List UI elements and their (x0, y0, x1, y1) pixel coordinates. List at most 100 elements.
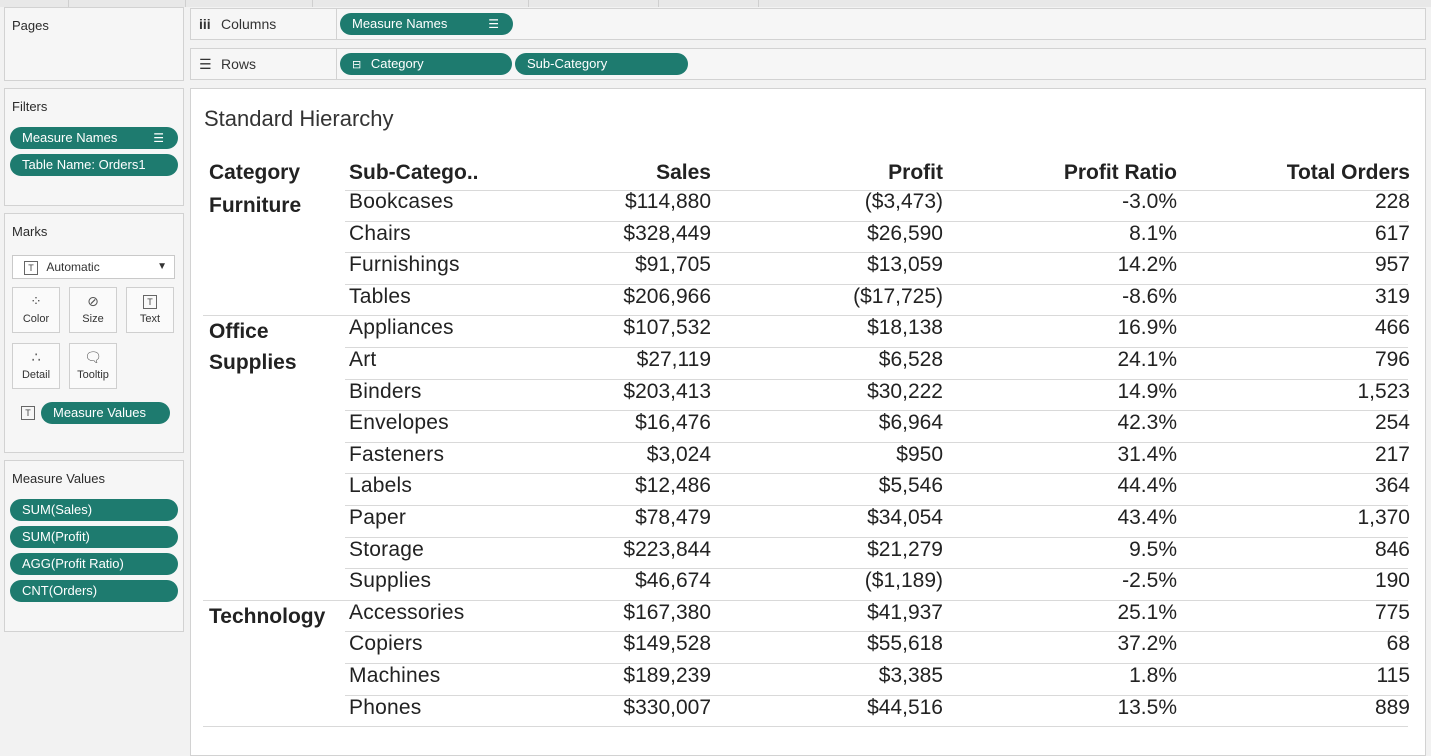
cell-total-orders[interactable]: 228 (1374, 190, 1410, 213)
tooltip-button[interactable]: 🗨 Tooltip (69, 343, 117, 389)
cell-total-orders[interactable]: 617 (1374, 221, 1410, 245)
filter-pill-measure-names[interactable]: Measure Names ☰ (10, 127, 178, 149)
cell-profit-ratio[interactable]: 9.5% (1129, 537, 1177, 561)
cell-sub-category[interactable]: Art (349, 348, 377, 371)
cell-profit-ratio[interactable]: -3.0% (1122, 190, 1177, 213)
cell-profit[interactable]: $30,222 (867, 379, 943, 403)
marks-text-pill-measure-values[interactable]: Measure Values (41, 402, 170, 424)
cell-profit-ratio[interactable]: 24.1% (1117, 348, 1177, 371)
cell-profit[interactable]: $13,059 (867, 253, 943, 277)
cell-profit-ratio[interactable]: 37.2% (1117, 632, 1177, 656)
header-sub-category[interactable]: Sub-Catego.. (349, 161, 479, 184)
cell-profit-ratio[interactable]: 14.2% (1117, 253, 1177, 277)
collapse-icon[interactable]: ⊟ (352, 59, 362, 71)
cell-profit[interactable]: $3,385 (878, 664, 943, 687)
rows-pill-sub-category[interactable]: Sub-Category (515, 53, 688, 75)
cell-profit[interactable]: ($1,189) (864, 569, 943, 593)
cell-profit-ratio[interactable]: 14.9% (1117, 379, 1177, 403)
cell-sales[interactable]: $3,024 (646, 442, 711, 466)
rows-shelf[interactable]: ☰ Rows ⊟ Category Sub-Category (190, 48, 1426, 80)
cell-sub-category[interactable]: Phones (349, 695, 422, 719)
cell-sales[interactable]: $189,239 (623, 664, 711, 687)
header-sales[interactable]: Sales (656, 161, 711, 184)
cell-sales[interactable]: $328,449 (623, 221, 711, 245)
cell-profit[interactable]: $18,138 (867, 316, 943, 340)
cell-total-orders[interactable]: 254 (1374, 411, 1410, 435)
cell-total-orders[interactable]: 364 (1374, 474, 1410, 498)
cell-profit-ratio[interactable]: 1.8% (1129, 664, 1177, 687)
cell-profit-ratio[interactable]: 43.4% (1117, 506, 1177, 529)
cell-sub-category[interactable]: Paper (349, 506, 407, 529)
cell-total-orders[interactable]: 846 (1374, 537, 1410, 561)
cell-profit-ratio[interactable]: 13.5% (1117, 695, 1177, 719)
color-button[interactable]: ⁘ Color (12, 287, 60, 333)
cell-sub-category[interactable]: Tables (349, 284, 411, 308)
cell-total-orders[interactable]: 775 (1374, 600, 1410, 624)
cell-sub-category[interactable]: Envelopes (349, 411, 449, 435)
cell-total-orders[interactable]: 217 (1374, 442, 1410, 466)
cell-sales[interactable]: $12,486 (635, 474, 711, 498)
cell-profit[interactable]: $26,590 (867, 221, 943, 245)
cell-profit[interactable]: $6,964 (878, 411, 943, 435)
cell-profit[interactable]: ($17,725) (853, 284, 943, 308)
category-label[interactable]: Furniture (209, 194, 302, 217)
cell-total-orders[interactable]: 319 (1374, 284, 1410, 308)
cell-profit[interactable]: $55,618 (867, 632, 943, 656)
cell-sales[interactable]: $203,413 (623, 379, 711, 403)
cell-sales[interactable]: $114,880 (624, 190, 711, 213)
size-button[interactable]: ⊘ Size (69, 287, 117, 333)
cell-total-orders[interactable]: 1,523 (1357, 379, 1410, 403)
measure-pill-profit-ratio[interactable]: AGG(Profit Ratio) (10, 553, 178, 575)
cell-sales[interactable]: $78,479 (635, 506, 711, 529)
cell-sales[interactable]: $27,119 (636, 348, 711, 371)
cell-sales[interactable]: $91,705 (635, 253, 711, 277)
category-label[interactable]: Technology (209, 604, 326, 628)
cell-total-orders[interactable]: 1,370 (1357, 506, 1410, 529)
cell-sub-category[interactable]: Accessories (349, 600, 465, 624)
cell-sub-category[interactable]: Binders (349, 379, 422, 403)
cell-total-orders[interactable]: 68 (1386, 632, 1410, 656)
cell-profit-ratio[interactable]: 42.3% (1117, 411, 1177, 435)
cell-sub-category[interactable]: Supplies (349, 569, 432, 593)
rows-pill-category[interactable]: ⊟ Category (340, 53, 512, 75)
cell-sales[interactable]: $16,476 (635, 411, 711, 435)
header-profit[interactable]: Profit (888, 161, 943, 184)
cell-profit-ratio[interactable]: -8.6% (1122, 284, 1177, 308)
measure-pill-sales[interactable]: SUM(Sales) (10, 499, 178, 521)
detail-button[interactable]: ∴ Detail (12, 343, 60, 389)
cell-sub-category[interactable]: Appliances (349, 316, 454, 340)
header-total-orders[interactable]: Total Orders (1286, 161, 1410, 184)
cell-profit[interactable]: $6,528 (878, 348, 943, 371)
header-category[interactable]: Category (209, 161, 301, 184)
cell-sales[interactable]: $167,380 (623, 600, 711, 624)
cell-sales[interactable]: $46,674 (635, 569, 711, 593)
filters-card[interactable]: Filters Measure Names ☰ Table Name: Orde… (4, 88, 184, 206)
cell-profit-ratio[interactable]: 44.4% (1117, 474, 1177, 498)
cell-sub-category[interactable]: Storage (349, 537, 424, 561)
cell-profit-ratio[interactable]: -2.5% (1122, 569, 1177, 593)
cell-sub-category[interactable]: Copiers (349, 632, 423, 656)
cell-profit[interactable]: $5,546 (878, 474, 943, 498)
filter-pill-table-name[interactable]: Table Name: Orders1 (10, 154, 178, 176)
cell-profit[interactable]: $44,516 (867, 695, 943, 719)
category-label[interactable]: Office Supplies (209, 320, 297, 375)
cell-sales[interactable]: $149,528 (623, 632, 711, 656)
cell-total-orders[interactable]: 796 (1374, 348, 1410, 371)
cell-sales[interactable]: $107,532 (623, 316, 711, 340)
pages-card[interactable]: Pages (4, 7, 184, 81)
cell-profit[interactable]: ($3,473) (864, 190, 943, 213)
cell-sales[interactable]: $223,844 (623, 537, 711, 561)
cell-sales[interactable]: $330,007 (623, 695, 711, 719)
columns-shelf[interactable]: iii Columns Measure Names ☰ (190, 8, 1426, 40)
cell-total-orders[interactable]: 889 (1374, 695, 1410, 719)
cell-sub-category[interactable]: Furnishings (349, 253, 460, 277)
header-profit-ratio[interactable]: Profit Ratio (1063, 161, 1177, 184)
mark-type-dropdown[interactable]: T Automatic ▼ (12, 255, 175, 279)
cell-profit-ratio[interactable]: 25.1% (1117, 600, 1177, 624)
cell-profit-ratio[interactable]: 16.9% (1117, 316, 1177, 340)
columns-pill-measure-names[interactable]: Measure Names ☰ (340, 13, 513, 35)
cell-total-orders[interactable]: 957 (1374, 253, 1410, 277)
cell-total-orders[interactable]: 115 (1376, 664, 1410, 687)
cell-sales[interactable]: $206,966 (623, 284, 711, 308)
cell-total-orders[interactable]: 466 (1374, 316, 1410, 340)
